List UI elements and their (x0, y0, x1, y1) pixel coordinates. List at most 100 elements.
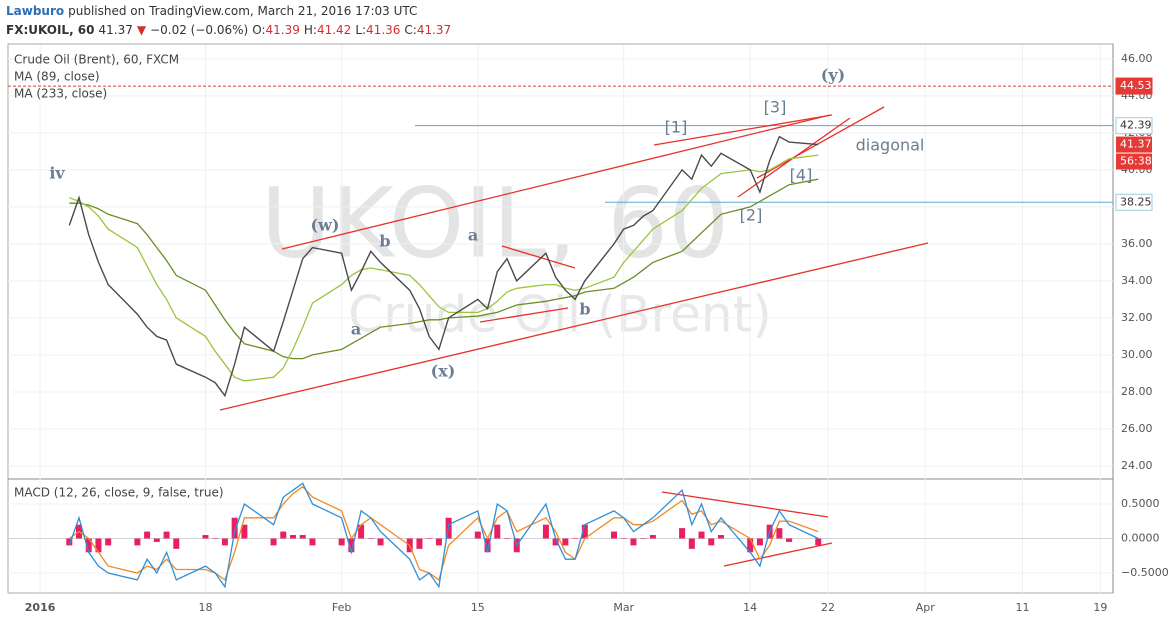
wave-label: [2] (740, 206, 763, 225)
histogram-bar (688, 538, 695, 549)
legend-entry: MA (89, close) (14, 70, 100, 84)
legend-entry: MA (233, close) (14, 87, 107, 101)
close-value: 41.37 (417, 23, 451, 37)
histogram-bar (338, 538, 345, 546)
wave-label: [1] (665, 118, 688, 137)
histogram-bar (494, 524, 501, 539)
histogram-bar (610, 531, 617, 539)
x-tick-label: 11 (1016, 601, 1030, 614)
histogram-bar (640, 538, 647, 539)
x-tick-label: 14 (743, 601, 757, 614)
trendline (501, 245, 576, 269)
trendline (653, 114, 833, 146)
trendline (219, 242, 929, 411)
quote-line: FX:UKOIL, 60 41.37 ▼ −0.02 (−0.06%) O:41.39 H… (6, 23, 451, 37)
open-label: O: (252, 23, 265, 37)
histogram-bar (95, 538, 102, 553)
wave-label: (x) (431, 362, 456, 381)
wave-label: a (351, 320, 361, 339)
histogram-bar (708, 538, 715, 546)
macd-title: MACD (12, 26, close, 9, false, true) (14, 486, 224, 500)
y-tick-label: 0.0000 (1121, 531, 1160, 544)
x-tick-label: Apr (916, 601, 936, 614)
trendline (756, 106, 885, 179)
x-tick-label: 22 (821, 601, 835, 614)
wave-label: b (379, 232, 390, 251)
histogram-bar (270, 538, 277, 546)
watermark-symbol: UKOIL, 60 (261, 167, 730, 279)
histogram-bar (144, 531, 151, 539)
arrow: ▼ (137, 23, 147, 37)
y-tick-label: 24.00 (1121, 459, 1153, 472)
low-value: 41.36 (366, 23, 400, 37)
x-tick-label: 18 (198, 601, 212, 614)
last-price-box (1116, 136, 1152, 153)
change: −0.02 (−0.06%) (150, 23, 248, 37)
histogram-bar (815, 538, 822, 546)
histogram-bar (299, 535, 306, 539)
countdown-box (1116, 153, 1152, 170)
y-tick-label: 26.00 (1121, 422, 1153, 435)
low-label: L: (355, 23, 366, 37)
price-label-box (1115, 77, 1153, 95)
histogram-bar (358, 524, 365, 539)
wave-label: diagonal (856, 136, 925, 155)
histogram-bar (562, 538, 569, 546)
histogram-bar (572, 538, 579, 539)
legend-entry: Crude Oil (Brent), 60, FXCM (14, 53, 179, 67)
trendline (723, 542, 833, 567)
trendlines (219, 106, 929, 567)
x-tick-label: Feb (332, 601, 351, 614)
price-label: 44.53 (1120, 79, 1152, 92)
x-tick-label: 2016 (25, 601, 56, 614)
published: published on TradingView.com, March 21, … (68, 4, 417, 18)
histogram-bar (416, 538, 423, 549)
y-tick-label: 46.00 (1121, 52, 1153, 65)
high-label: H: (304, 23, 317, 37)
histogram-bar (66, 538, 73, 546)
histogram-bar (552, 538, 559, 546)
histogram-bar (212, 538, 219, 539)
series-line (69, 154, 819, 382)
x-tick-label: 19 (1093, 601, 1107, 614)
histogram-bar (504, 538, 511, 539)
histogram-bar (426, 538, 433, 539)
histogram-bar (474, 531, 481, 539)
publish-line: Lawburo published on TradingView.com, Mar… (6, 4, 417, 18)
countdown: 56:38 (1120, 155, 1152, 168)
histogram-bar (542, 524, 549, 539)
histogram-bar (679, 528, 686, 539)
series-layer (66, 135, 822, 589)
histogram-bar (163, 531, 170, 539)
histogram-bar (290, 535, 297, 539)
histogram-bar (776, 528, 783, 539)
wave-label: [4] (790, 166, 813, 185)
histogram-bar (153, 538, 160, 542)
histogram-bar (105, 538, 112, 546)
watermark-name: Crude Oil (Brent) (348, 286, 771, 344)
author[interactable]: Lawburo (6, 4, 64, 18)
y-tick-label: 30.00 (1121, 348, 1153, 361)
histogram-bar (231, 517, 238, 539)
grid (8, 45, 1113, 593)
y-tick-label: 28.00 (1121, 385, 1153, 398)
open-value: 41.39 (266, 23, 300, 37)
price-label-box (1115, 193, 1153, 211)
series-line (68, 485, 819, 581)
labels: 2016 18 Feb 15 Mar 14 22 Apr 11 19 24.00 26.00 28.00… (25, 52, 1169, 614)
histogram-bar (134, 538, 141, 546)
histogram-bar (221, 538, 228, 546)
histogram-bar (367, 538, 374, 539)
price-label: 42.39 (1120, 119, 1152, 132)
histogram-bar (241, 524, 248, 539)
histogram-bar (435, 538, 442, 546)
histogram-bar (377, 538, 384, 546)
y-tick-label: 34.00 (1121, 274, 1153, 287)
series-line (68, 482, 819, 589)
trendline (479, 307, 569, 323)
histogram-bar (717, 535, 724, 539)
histogram-bar (202, 535, 209, 539)
symbol: FX:UKOIL, 60 (6, 23, 95, 37)
